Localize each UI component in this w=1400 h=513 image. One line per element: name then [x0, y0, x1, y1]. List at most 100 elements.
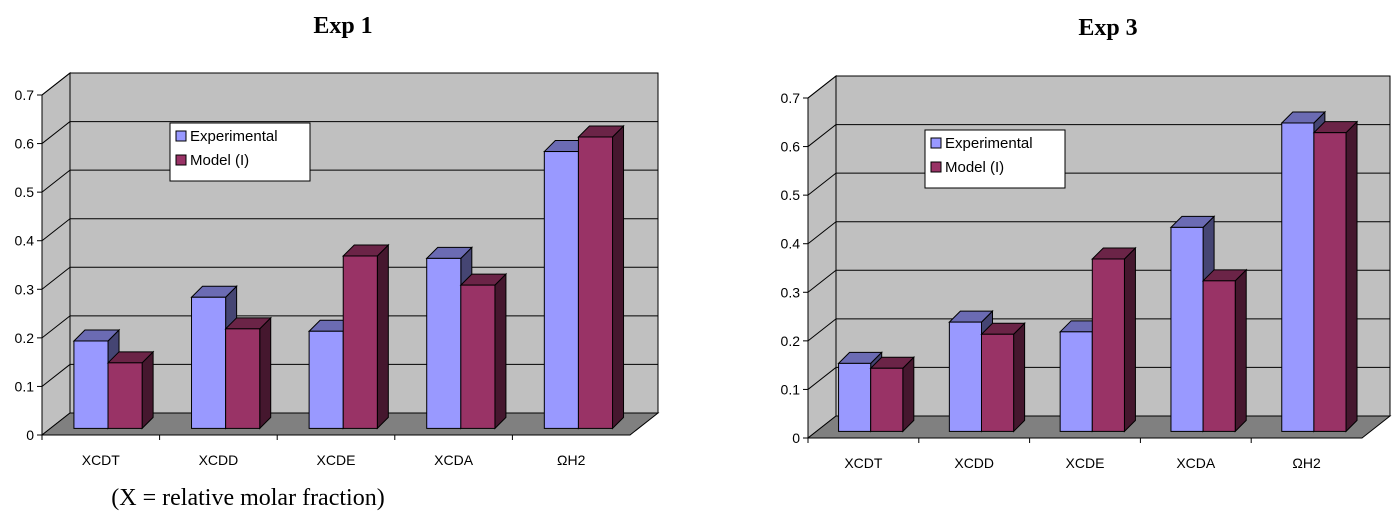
y-tick-label: 0.7 — [781, 90, 801, 106]
bar-XCDA-model — [1201, 268, 1248, 433]
bar-chart-exp-3: 0 0.1 0.2 0.3 0.4 0.5 0.6 0.7 XCDT XCDD XCDE XCDA ΩH… — [781, 74, 1392, 471]
y-tick-label: 0 — [792, 430, 800, 446]
plot-side-wall — [807, 74, 837, 440]
y-tick-label: 0.5 — [15, 184, 35, 200]
bar-front — [225, 328, 261, 429]
y-tick-label: 0.6 — [781, 139, 801, 155]
bar-XCDD-model — [224, 316, 272, 430]
bar-front — [1281, 122, 1315, 432]
bar-front — [1059, 331, 1093, 432]
bar-front — [191, 296, 227, 429]
legend-swatch — [930, 137, 942, 149]
bar-ΩH2-model — [577, 124, 625, 430]
x-tick-label: XCDD — [199, 452, 239, 468]
gridline-side — [807, 367, 837, 390]
y-tick-label: 0.4 — [781, 236, 801, 252]
y-tick-label: 0.3 — [781, 284, 801, 300]
y-tick-label: 0.5 — [781, 187, 801, 203]
gridline-side — [807, 221, 837, 245]
bar-side — [259, 316, 272, 430]
bar-XCDE-model — [1091, 246, 1137, 433]
gridline-side — [807, 124, 837, 147]
gridline-side — [41, 364, 71, 387]
legend-label: Model (I) — [945, 159, 1004, 176]
gridline-side — [41, 72, 71, 96]
bar-side — [1123, 246, 1136, 433]
bar-side — [1013, 322, 1026, 433]
bar-XCDD-model — [980, 322, 1026, 433]
gridline-side — [807, 269, 837, 293]
bar-XCDE-model — [342, 243, 390, 430]
gridline-side — [807, 75, 837, 99]
bar-front — [460, 284, 496, 429]
chart-title-exp-3: Exp 3 — [1078, 15, 1137, 41]
gridline-side — [41, 169, 71, 193]
x-tick-label: XCDD — [954, 455, 994, 471]
chart-footnote: (X = relative molar fraction) — [111, 485, 384, 511]
legend-box — [169, 122, 311, 182]
y-tick-label: 0.4 — [15, 233, 35, 249]
y-tick-label: 0.3 — [15, 281, 35, 297]
x-tick-label: XCDT — [844, 455, 883, 471]
bar-front — [426, 257, 462, 429]
bar-XCDA-model — [459, 272, 508, 430]
y-tick-label: 0.7 — [15, 87, 35, 103]
gridline-side — [41, 266, 71, 290]
chart-title-exp-1: Exp 1 — [313, 13, 372, 39]
legend-swatch — [175, 130, 187, 142]
bar-front — [1091, 258, 1125, 432]
bar-side — [141, 350, 154, 430]
gridline-side — [41, 315, 71, 339]
bar-side — [902, 356, 915, 433]
bar-chart-exp-1: 0 0.1 0.2 0.3 0.4 0.5 0.6 0.7 XCDT XCDD XCDE XCDA ΩH… — [15, 71, 660, 468]
bar-front — [838, 362, 872, 432]
gridline-side — [41, 121, 71, 144]
legend-label: Experimental — [190, 128, 278, 145]
x-tick-label: XCDE — [1066, 455, 1105, 471]
x-tick-label: XCDA — [1176, 455, 1216, 471]
bar-side — [1345, 120, 1358, 433]
x-tick-label: XCDA — [434, 452, 474, 468]
bar-side — [612, 124, 625, 430]
bar-front — [948, 321, 982, 432]
bar-front — [1313, 132, 1347, 432]
bar-XCDT-model — [106, 350, 155, 430]
legend-label: Experimental — [945, 135, 1033, 152]
bar-front — [1170, 226, 1204, 432]
y-tick-label: 0.1 — [15, 378, 35, 394]
bar-front — [308, 330, 344, 429]
legend-swatch — [175, 154, 187, 166]
x-tick-label: XCDT — [82, 452, 121, 468]
bar-front — [980, 333, 1015, 432]
bar-front — [107, 362, 143, 429]
bar-front — [342, 255, 378, 429]
x-tick-label: XCDE — [317, 452, 356, 468]
legend-box — [924, 129, 1066, 189]
bar-front — [1202, 280, 1236, 432]
bar-side — [494, 272, 507, 430]
y-tick-label: 0.2 — [15, 330, 35, 346]
bar-front — [73, 340, 109, 429]
bar-front — [543, 151, 579, 429]
bar-ΩH2-model — [1312, 120, 1359, 433]
legend-label: Model (I) — [190, 152, 249, 169]
y-tick-label: 0 — [26, 427, 34, 443]
plot-side-wall — [41, 71, 71, 437]
bar-front — [577, 136, 614, 429]
legend: Experimental Model (I) — [924, 129, 1066, 189]
x-tick-label: ΩH2 — [557, 452, 586, 468]
bar-side — [1234, 268, 1247, 433]
bar-side — [376, 243, 389, 430]
y-tick-label: 0.2 — [781, 333, 801, 349]
bar-XCDT-model — [869, 356, 916, 433]
gridline-side — [41, 218, 71, 242]
bar-front — [870, 367, 904, 432]
gridline-side — [807, 172, 837, 196]
legend: Experimental Model (I) — [169, 122, 311, 182]
y-tick-label: 0.1 — [781, 381, 801, 397]
gridline-side — [807, 318, 837, 342]
x-tick-label: ΩH2 — [1292, 455, 1321, 471]
y-tick-label: 0.6 — [15, 136, 35, 152]
legend-swatch — [930, 161, 942, 173]
